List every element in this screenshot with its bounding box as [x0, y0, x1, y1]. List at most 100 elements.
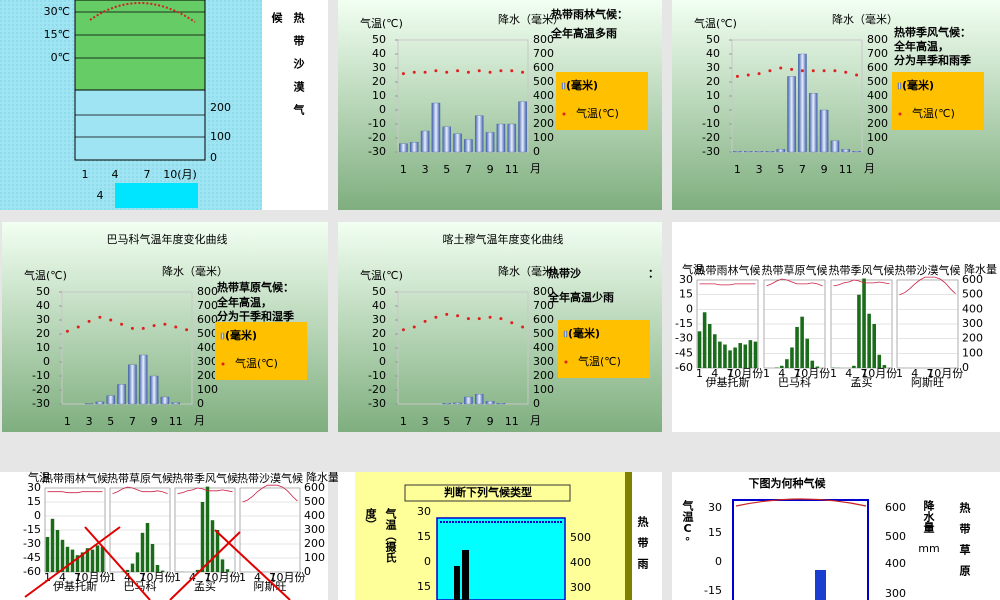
y2-tick-label: 600: [885, 501, 906, 514]
side-text: 热带沙漠气: [292, 11, 306, 127]
x-tick-label: 7: [465, 415, 472, 428]
temperature-point: [174, 325, 178, 329]
y-tick-label: -15: [704, 584, 722, 597]
x-tick-label: 10月份: [727, 367, 763, 380]
y-tick-label: -60: [23, 565, 41, 578]
x-tick-label: 1: [109, 571, 116, 584]
city-label: 孟买: [194, 580, 216, 593]
chart-title: 热带季风气候: [172, 471, 238, 485]
temperature-point: [844, 70, 848, 74]
precipitation-bar: [128, 364, 137, 405]
y2-tick-label: 300: [533, 355, 554, 368]
precipitation-bar: [145, 523, 150, 572]
temperature-point: [855, 73, 859, 77]
y-tick-label: -10: [368, 369, 386, 382]
x-tick-label: 1: [82, 168, 89, 181]
temperature-line: [699, 283, 756, 286]
x-tick-label: 1: [734, 163, 741, 176]
precipitation-bar: [852, 151, 861, 153]
city-label: 孟买: [851, 376, 873, 389]
y-tick-label: 15: [708, 526, 722, 539]
y-tick-label: 0: [43, 355, 50, 368]
temperature-point: [152, 324, 156, 328]
y-tick-label: 50: [36, 285, 50, 298]
precipitation-bar: [453, 133, 462, 153]
precipitation-bar: [85, 548, 90, 572]
y-tick-label: -45: [675, 346, 693, 359]
y-tick-label: 15: [679, 288, 693, 301]
x-tick-label: 4: [59, 571, 66, 584]
y2-tick-label: 500: [962, 288, 983, 301]
slide-title: 热带沙: [548, 266, 581, 280]
y-tick-label: 15: [27, 495, 41, 508]
precipitation-bar: [453, 402, 462, 405]
x-tick-label: 3: [422, 415, 429, 428]
y-tick-label: -10: [32, 369, 50, 382]
city-label: 伊基托斯: [706, 375, 750, 389]
temperature-point: [510, 69, 514, 73]
precipitation-bar: [90, 549, 95, 572]
y2-tick-label: 700: [533, 47, 554, 60]
slide-thumbnail: 气温 降水量30150-15-30-45-60600500400300200100…: [672, 222, 1000, 432]
cross-mark: [214, 529, 291, 600]
y2-tick-label: 100: [962, 346, 983, 359]
precipitation-bar: [135, 552, 140, 572]
x-tick-label: 10(月): [163, 168, 197, 181]
y2-tick-label: 300: [533, 103, 554, 116]
temperature-point: [401, 328, 405, 332]
temperature-point: [87, 319, 91, 323]
precipitation-bar: [743, 151, 753, 153]
y2-tick-label: 500: [570, 531, 591, 544]
y2-axis-label: 降水（毫米）: [832, 12, 898, 26]
legend-label: (毫米): [566, 78, 598, 92]
bar: [815, 570, 826, 600]
y2-tick-label: 500: [304, 495, 325, 508]
y-axis-label: 气温(℃): [694, 16, 737, 30]
y2-tick-label: 500: [867, 75, 888, 88]
y2-tick-label: 400: [867, 89, 888, 102]
y-tick-label: -15: [23, 523, 41, 536]
precipitation-bar: [160, 396, 170, 405]
x-axis-unit: 月: [864, 162, 875, 175]
y2-tick-label: 200: [867, 117, 888, 130]
precipitation-bar: [464, 139, 473, 153]
y2-tick-label: 600: [962, 273, 983, 286]
x-tick-label: 5: [107, 415, 114, 428]
y2-tick-label: 400: [533, 341, 554, 354]
x-axis-unit: 月: [530, 414, 541, 427]
x-tick-label: 7: [727, 367, 734, 380]
temperature-point: [488, 315, 492, 319]
temperature-line: [47, 491, 103, 494]
temperature-point: [811, 69, 815, 73]
y-tick-label: 10: [706, 89, 720, 102]
precipitation-bar: [485, 401, 495, 405]
precipitation-bar: [220, 559, 225, 572]
y2-tick-label: 300: [304, 523, 325, 536]
y-tick-label: 10: [372, 89, 386, 102]
precipitation-bar: [872, 324, 876, 368]
y2-tick-label: 700: [867, 47, 888, 60]
y2-tick-label: 100: [867, 131, 888, 144]
x-tick-label: 4: [778, 367, 785, 380]
precipitation-bar: [713, 334, 717, 368]
precipitation-bar: [877, 354, 882, 368]
y-tick-label: 0: [379, 355, 386, 368]
x-tick-label: 1: [64, 415, 71, 428]
chart-title: 热带季风气候: [829, 263, 895, 277]
temperature-point: [822, 69, 826, 73]
precipitation-bar: [862, 278, 866, 368]
precipitation-bar: [852, 365, 856, 368]
x-tick-label: 4: [124, 571, 131, 584]
precipitation-bar: [150, 544, 155, 572]
slide-title: 判断下列气候类型: [444, 485, 532, 499]
x-tick-label: 10月份: [140, 571, 176, 584]
slide-thumbnail: 判断下列气候类型 30 15 0 15 500 400 300 度） 气温（摄氏 热带雨: [338, 472, 662, 600]
y2-tick-label: 0: [210, 151, 217, 164]
temperature-curve: [735, 498, 867, 507]
y-tick-label: -20: [368, 131, 386, 144]
temperature-point: [434, 69, 438, 73]
y-tick-label: 50: [706, 33, 720, 46]
legend-label: 气温(℃): [576, 106, 619, 120]
y-tick-label: 40: [706, 47, 720, 60]
precipitation-bar: [100, 546, 105, 572]
